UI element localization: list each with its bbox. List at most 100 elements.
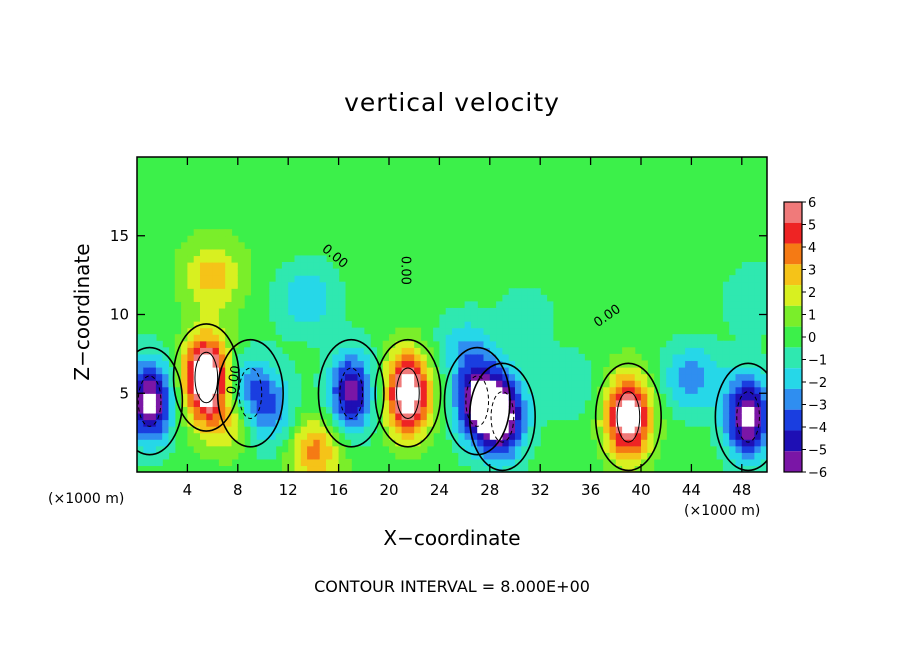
field-cell	[748, 268, 755, 276]
field-cell	[357, 373, 365, 381]
field-cell	[193, 439, 201, 447]
field-cell	[307, 340, 314, 348]
field-cell	[218, 393, 226, 401]
field-cell	[754, 399, 762, 407]
field-cell	[193, 255, 201, 263]
field-cell	[748, 426, 755, 434]
field-cell	[256, 347, 264, 355]
field-cell	[760, 321, 767, 329]
field-cell	[137, 360, 144, 368]
field-cell	[685, 347, 692, 355]
field-cell	[741, 386, 749, 394]
field-cell	[540, 386, 548, 394]
field-cell	[231, 288, 239, 296]
field-cell	[389, 353, 396, 362]
field-cell	[445, 367, 453, 375]
field-cell	[741, 452, 749, 460]
field-cell	[294, 386, 302, 394]
field-cell	[231, 321, 239, 329]
field-cell	[754, 327, 762, 335]
field-cell	[357, 439, 365, 447]
field-cell	[622, 380, 629, 388]
field-cell	[697, 340, 705, 348]
field-cell	[187, 419, 195, 427]
field-cell	[596, 399, 604, 407]
field-cell	[546, 340, 554, 348]
field-cell	[741, 367, 749, 375]
field-cell	[275, 399, 283, 407]
field-cell	[691, 367, 699, 375]
field-cell	[741, 307, 749, 316]
field-cell	[338, 360, 346, 368]
field-cell	[615, 367, 623, 375]
field-cell	[414, 432, 422, 440]
field-cell	[269, 353, 277, 362]
field-cell	[464, 439, 472, 447]
field-cell	[748, 367, 755, 375]
field-cell	[735, 301, 743, 309]
field-cell	[433, 367, 440, 375]
field-cell	[697, 353, 705, 362]
field-cell	[609, 386, 617, 394]
field-cell	[407, 334, 415, 342]
field-cell	[250, 419, 258, 427]
field-cell	[225, 445, 233, 453]
field-cell	[414, 327, 422, 335]
field-cell	[200, 262, 207, 270]
field-cell	[218, 340, 226, 348]
field-cell	[300, 426, 308, 434]
field-cell	[735, 275, 743, 283]
field-cell	[571, 353, 579, 362]
field-cell	[363, 393, 371, 401]
field-cell	[515, 406, 522, 414]
field-cell	[218, 321, 226, 329]
field-cell	[735, 353, 743, 362]
field-cell	[729, 294, 737, 302]
field-cell	[181, 347, 188, 355]
field-cell	[237, 426, 245, 434]
field-cell	[433, 419, 440, 427]
field-cell	[704, 386, 711, 394]
field-cell	[231, 412, 239, 421]
field-cell	[710, 393, 718, 401]
field-cell	[685, 386, 692, 394]
field-cell	[527, 445, 535, 453]
field-cell	[162, 406, 170, 414]
field-cell	[389, 445, 396, 453]
colorbar-tick-label: 3	[808, 264, 816, 279]
field-cell	[200, 399, 207, 407]
field-cell	[464, 327, 472, 335]
field-cell	[137, 406, 144, 414]
field-cell	[212, 255, 220, 263]
field-cell	[741, 393, 749, 401]
field-cell	[244, 419, 251, 427]
field-cell	[218, 367, 226, 375]
field-cell	[244, 353, 251, 362]
field-cell	[546, 301, 554, 309]
field-cell	[181, 275, 188, 283]
field-cell	[452, 334, 459, 342]
field-cell	[225, 321, 233, 329]
field-cell	[193, 327, 201, 335]
field-cell	[760, 262, 767, 270]
field-cell	[458, 393, 466, 401]
field-cell	[754, 452, 762, 460]
field-cell	[294, 432, 302, 440]
field-cell	[729, 452, 737, 460]
field-cell	[326, 281, 333, 289]
zero-contour	[172, 323, 240, 432]
field-cell	[502, 380, 510, 388]
field-cell	[527, 452, 535, 460]
field-cell	[237, 393, 245, 401]
field-cell	[678, 367, 686, 375]
field-cell	[244, 288, 251, 296]
field-cell	[357, 367, 365, 375]
field-cell	[515, 432, 522, 440]
field-cell	[710, 373, 718, 381]
field-cell	[735, 294, 743, 302]
field-cell	[181, 386, 188, 394]
field-cell	[237, 242, 245, 250]
field-cell	[269, 347, 277, 355]
field-cell	[489, 321, 497, 329]
field-cell	[206, 255, 214, 263]
